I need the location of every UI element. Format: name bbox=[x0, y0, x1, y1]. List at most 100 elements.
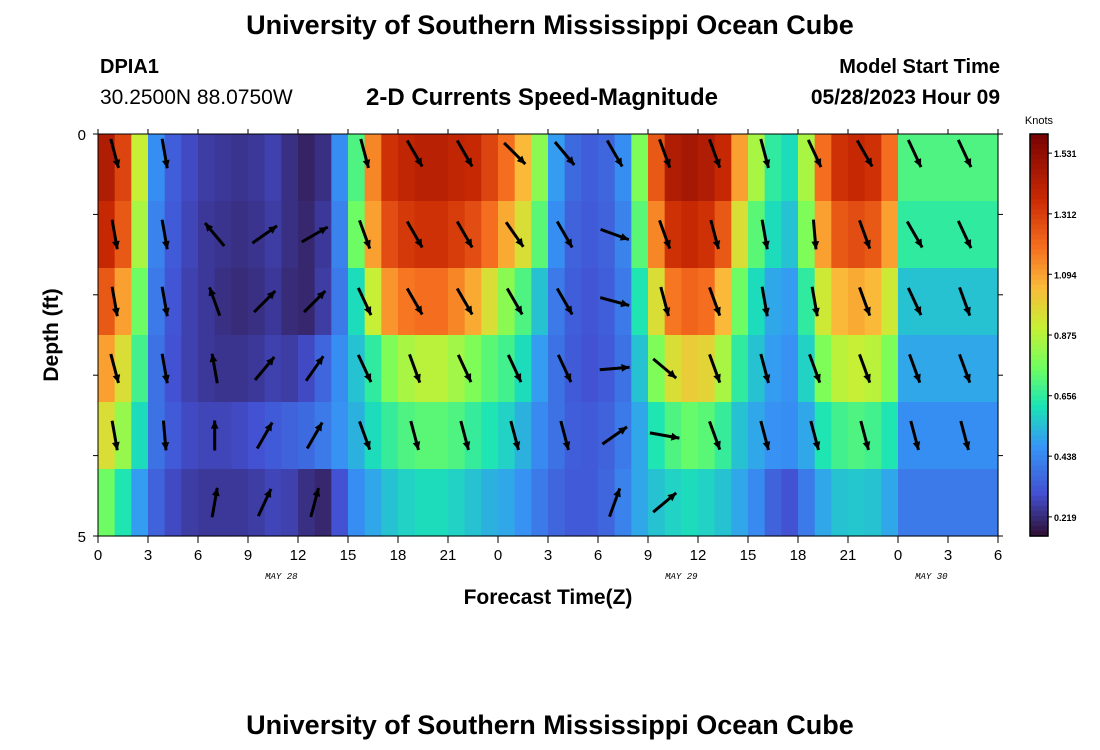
heatmap-cell bbox=[514, 268, 532, 336]
colorbar-segment bbox=[1030, 289, 1048, 296]
colorbar-segment bbox=[1030, 495, 1048, 502]
heatmap-cell bbox=[481, 402, 499, 470]
heatmap-cell bbox=[581, 201, 599, 269]
heatmap-cell bbox=[681, 134, 699, 202]
heatmap-cell bbox=[231, 469, 249, 537]
current-vector-head bbox=[564, 305, 573, 315]
heatmap-cell bbox=[148, 134, 166, 202]
colorbar-segment bbox=[1030, 390, 1048, 396]
heatmap-cell bbox=[398, 335, 416, 403]
heatmap-cell bbox=[464, 402, 482, 470]
colorbar-segment bbox=[1030, 505, 1048, 512]
heatmap-cell bbox=[614, 469, 632, 537]
heatmap-cell bbox=[648, 268, 666, 336]
model-start-value: 05/28/2023 Hour 09 bbox=[810, 86, 1000, 109]
current-vector-head bbox=[312, 488, 321, 497]
heatmap-cell bbox=[898, 134, 916, 202]
current-vector-head bbox=[712, 240, 721, 249]
heatmap-cell bbox=[464, 268, 482, 336]
model-start-label: Model Start Time bbox=[839, 56, 1000, 78]
heatmap-cell bbox=[431, 268, 449, 336]
heatmap-cell bbox=[264, 268, 282, 336]
x-tick-label: 6 bbox=[594, 547, 602, 564]
colorbar-segment bbox=[1030, 194, 1048, 200]
colorbar-segment bbox=[1030, 415, 1048, 422]
heatmap-cell bbox=[931, 201, 949, 269]
heatmap-cell bbox=[731, 268, 749, 336]
colorbar-tick-label: 0.219 bbox=[1054, 513, 1077, 523]
colorbar-segment bbox=[1030, 520, 1048, 527]
heatmap-cell bbox=[298, 134, 316, 202]
heatmap-cell bbox=[281, 402, 299, 470]
heatmap-cell bbox=[731, 201, 749, 269]
heatmap-cell bbox=[314, 335, 332, 403]
heatmap-cell bbox=[231, 335, 249, 403]
heatmap-cell bbox=[731, 335, 749, 403]
current-vector-head bbox=[162, 374, 170, 384]
heatmap-cell bbox=[764, 134, 782, 202]
heatmap-cell bbox=[731, 402, 749, 470]
colorbar-segment bbox=[1030, 254, 1048, 261]
colorbar-tick-label: 0.875 bbox=[1054, 331, 1077, 341]
heatmap-cell bbox=[464, 134, 482, 202]
colorbar-segment bbox=[1030, 214, 1048, 221]
colorbar-segment bbox=[1030, 485, 1048, 492]
heatmap-cell bbox=[564, 201, 582, 269]
colorbar-segment bbox=[1030, 274, 1048, 281]
heatmap-cell bbox=[981, 469, 999, 537]
heatmap-cell bbox=[848, 335, 866, 403]
heatmap-cell bbox=[564, 335, 582, 403]
heatmap-cell bbox=[281, 201, 299, 269]
heatmap-cell bbox=[114, 134, 132, 202]
heatmap-cell bbox=[98, 335, 116, 403]
colorbar-segment bbox=[1030, 309, 1048, 316]
heatmap-cell bbox=[831, 335, 849, 403]
colorbar-tick-label: 0.438 bbox=[1054, 452, 1077, 462]
heatmap-cell bbox=[631, 402, 649, 470]
heatmap-cell bbox=[531, 469, 549, 537]
colorbar-segment bbox=[1030, 224, 1048, 231]
heatmap-cell bbox=[514, 134, 532, 202]
current-vector-head bbox=[670, 432, 680, 441]
heatmap-cell bbox=[981, 268, 999, 336]
heatmap-cell bbox=[131, 335, 149, 403]
heatmap-cell bbox=[781, 201, 799, 269]
heatmap-cell bbox=[481, 134, 499, 202]
heatmap-cell bbox=[164, 402, 182, 470]
current-vector-head bbox=[212, 487, 220, 497]
heatmap-cell bbox=[381, 201, 399, 269]
heatmap-cell bbox=[864, 402, 882, 470]
colorbar-segment bbox=[1030, 410, 1048, 417]
x-tick-label: 6 bbox=[994, 547, 1002, 564]
colorbar-segment bbox=[1030, 204, 1048, 210]
current-vector-head bbox=[762, 240, 770, 250]
heatmap-cell bbox=[414, 335, 432, 403]
heatmap-cell bbox=[514, 335, 532, 403]
current-vector-head bbox=[162, 159, 170, 169]
colorbar-segment bbox=[1030, 385, 1048, 391]
colorbar-segment bbox=[1030, 199, 1048, 205]
heatmap-cell bbox=[314, 134, 332, 202]
heatmap-cell bbox=[881, 469, 899, 537]
current-vector-head bbox=[762, 374, 771, 383]
current-vector-head bbox=[515, 237, 524, 247]
x-tick-label: 21 bbox=[440, 547, 457, 564]
heatmap-cell bbox=[898, 268, 916, 336]
heatmap-cell bbox=[364, 469, 382, 537]
heatmap-cell bbox=[548, 268, 566, 336]
colorbar-segment bbox=[1030, 294, 1048, 301]
colorbar-segment bbox=[1030, 400, 1048, 406]
current-vector-head bbox=[963, 373, 971, 383]
heatmap-cell bbox=[498, 201, 516, 269]
y-tick-label: 5 bbox=[78, 529, 86, 546]
heatmap-cell bbox=[948, 134, 966, 202]
x-tick-label: 3 bbox=[544, 547, 552, 564]
heatmap-cell bbox=[298, 402, 316, 470]
heatmap-cell bbox=[614, 402, 632, 470]
heatmap-cell bbox=[348, 469, 366, 537]
heatmap-cell bbox=[798, 201, 816, 269]
colorbar-tick-label: 1.312 bbox=[1054, 210, 1077, 220]
heatmap-cell bbox=[214, 335, 232, 403]
colorbar-segment bbox=[1030, 229, 1048, 236]
colorbar-segment bbox=[1030, 380, 1048, 386]
